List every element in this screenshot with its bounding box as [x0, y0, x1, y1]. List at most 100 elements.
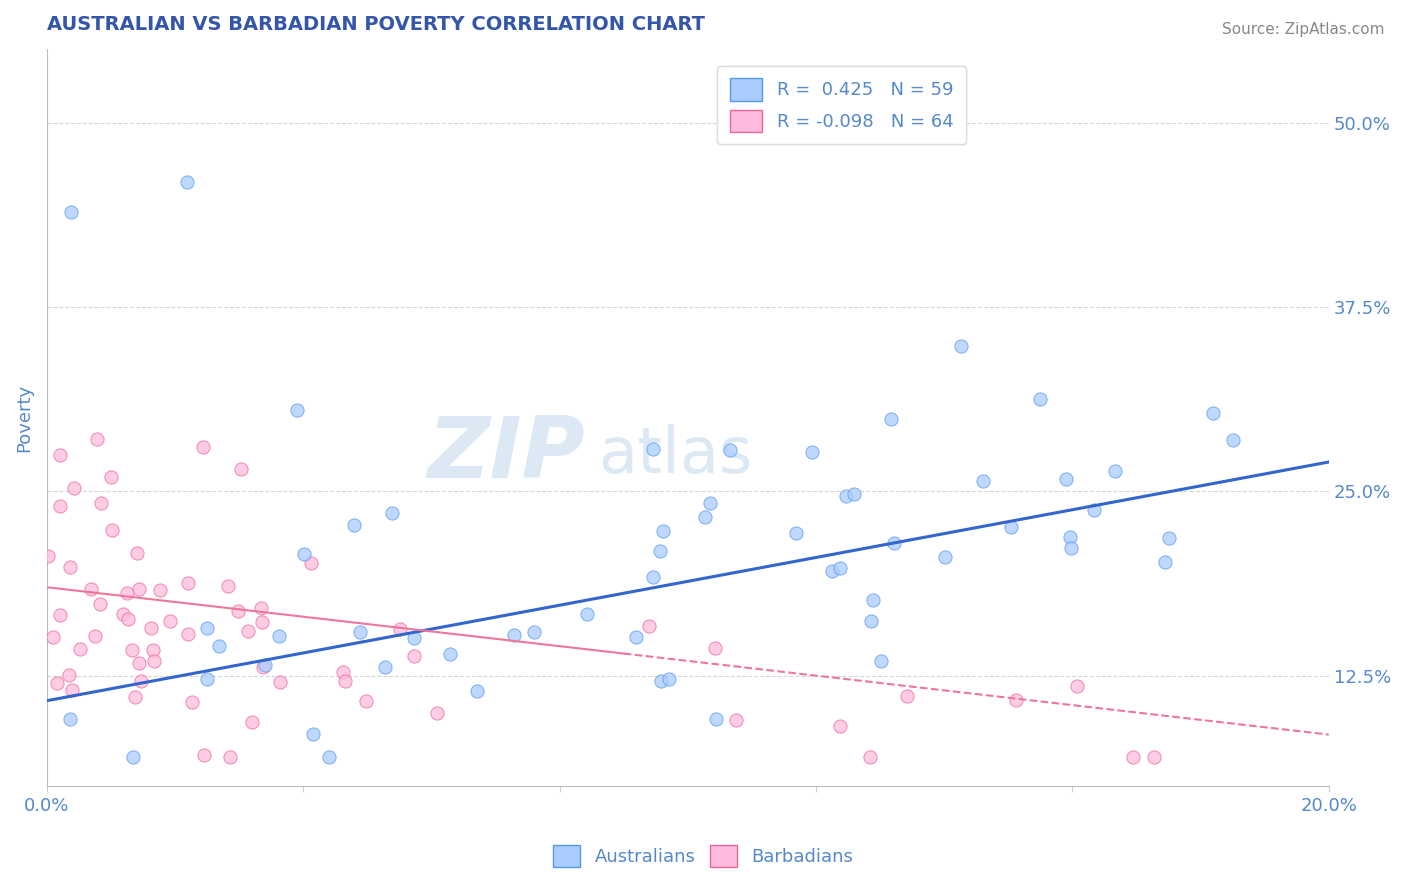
Point: [219, 749, 242, 764]
Point: [193, 748, 215, 763]
Point: [1029, 392, 1052, 407]
Point: [658, 672, 681, 686]
Point: [46, 675, 69, 690]
Point: [1153, 555, 1175, 569]
Point: [176, 576, 198, 591]
Point: [1000, 519, 1022, 533]
Point: [86, 432, 108, 446]
Point: [208, 639, 231, 653]
Point: [60, 204, 83, 219]
Text: AUSTRALIAN VS BARBADIAN POVERTY CORRELATION CHART: AUSTRALIAN VS BARBADIAN POVERTY CORRELAT…: [46, 15, 704, 34]
Point: [267, 629, 290, 643]
Point: [42, 631, 65, 645]
Text: atlas: atlas: [598, 424, 752, 485]
Point: [641, 442, 664, 456]
Point: [704, 712, 727, 726]
Point: [83, 629, 105, 643]
Point: [195, 621, 218, 635]
Point: [125, 546, 148, 560]
Point: [523, 625, 546, 640]
Point: [1157, 531, 1180, 545]
Point: [128, 582, 150, 597]
Point: [785, 526, 807, 541]
Point: [576, 607, 599, 621]
Point: [176, 175, 198, 189]
Point: [860, 614, 883, 628]
Point: [149, 583, 172, 598]
Point: [638, 618, 661, 632]
Point: [374, 659, 396, 673]
Point: [388, 622, 411, 636]
Point: [249, 600, 271, 615]
Point: [648, 544, 671, 558]
Point: [63, 481, 86, 495]
Point: [349, 624, 371, 639]
Point: [143, 654, 166, 668]
Point: [718, 443, 741, 458]
Point: [869, 654, 891, 668]
Point: [48, 608, 70, 623]
Point: [48, 448, 70, 462]
Point: [49, 499, 72, 513]
Point: [862, 593, 884, 607]
Point: [641, 570, 664, 584]
Point: [934, 549, 956, 564]
Point: [318, 749, 340, 764]
Point: [1201, 406, 1223, 420]
Point: [703, 640, 725, 655]
Point: [402, 649, 425, 664]
Point: [1054, 471, 1077, 485]
Point: [177, 626, 200, 640]
Point: [404, 632, 426, 646]
Point: [181, 695, 204, 709]
Point: [896, 689, 918, 703]
Point: [828, 719, 851, 733]
Point: [1005, 693, 1028, 707]
Point: [217, 579, 239, 593]
Point: [651, 524, 673, 539]
Point: [142, 643, 165, 657]
Point: [333, 674, 356, 689]
Point: [37, 549, 59, 564]
Point: [58, 668, 80, 682]
Point: [252, 660, 274, 674]
Point: [830, 560, 852, 574]
Point: [821, 564, 844, 578]
Point: [880, 411, 903, 425]
Point: [69, 642, 91, 657]
Point: [695, 510, 717, 524]
Point: [117, 586, 139, 600]
Point: [101, 523, 124, 537]
Legend: R =  0.425   N = 59, R = -0.098   N = 64: R = 0.425 N = 59, R = -0.098 N = 64: [717, 66, 966, 145]
Point: [1143, 749, 1166, 764]
Point: [231, 462, 253, 476]
Point: [1066, 679, 1088, 693]
Point: [1122, 749, 1144, 764]
Point: [724, 713, 747, 727]
Point: [1104, 464, 1126, 478]
Point: [226, 604, 249, 618]
Point: [299, 557, 322, 571]
Point: [332, 665, 354, 680]
Point: [285, 403, 308, 417]
Point: [236, 624, 259, 638]
Point: [381, 506, 404, 520]
Point: [191, 440, 214, 454]
Point: [159, 614, 181, 628]
Point: [117, 612, 139, 626]
Point: [972, 474, 994, 488]
Text: Source: ZipAtlas.com: Source: ZipAtlas.com: [1222, 22, 1385, 37]
Point: [121, 642, 143, 657]
Point: [90, 496, 112, 510]
Point: [465, 683, 488, 698]
Point: [60, 682, 83, 697]
Point: [626, 630, 648, 644]
Legend: Australians, Barbadians: Australians, Barbadians: [546, 838, 860, 874]
Point: [112, 607, 135, 621]
Point: [122, 749, 145, 764]
Text: ZIP: ZIP: [427, 413, 585, 496]
Point: [197, 672, 219, 686]
Point: [503, 628, 526, 642]
Point: [253, 658, 276, 673]
Point: [883, 536, 905, 550]
